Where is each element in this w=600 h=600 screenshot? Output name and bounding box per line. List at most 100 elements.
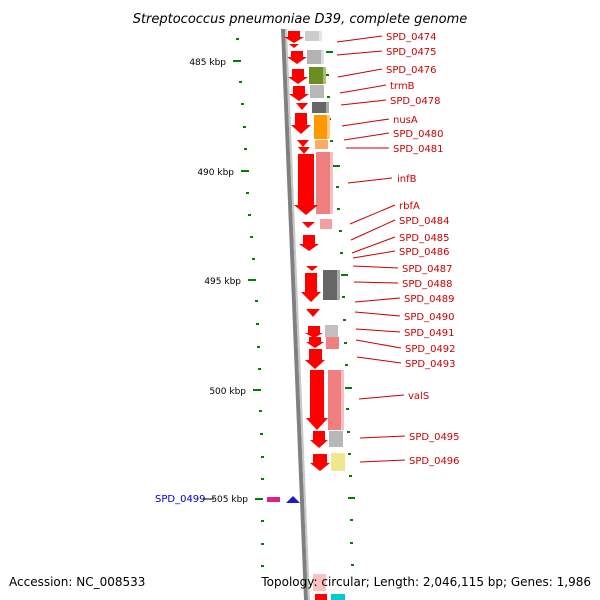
gene-label[interactable]: rbfA (399, 201, 420, 212)
gene-arrows (284, 31, 330, 471)
gene-label[interactable]: valS (408, 391, 429, 402)
feature-box (326, 337, 339, 349)
gene-label[interactable]: SPD_0481 (393, 144, 444, 155)
gene-arrow (294, 154, 318, 215)
gene-arrow (306, 337, 324, 348)
gene-label[interactable]: infB (397, 174, 417, 185)
leader-line (341, 118, 390, 127)
gene-label[interactable]: SPD_0484 (399, 216, 450, 227)
gene-label[interactable]: trmB (390, 81, 415, 92)
gene-arrow (301, 273, 321, 302)
feature-box (305, 31, 319, 41)
scale-tick (233, 60, 241, 62)
gene-arrow (305, 349, 325, 369)
gene-arrow (302, 222, 315, 228)
scale-tick-label: 485 kbp (189, 58, 226, 68)
scale-tick-label: 500 kbp (209, 387, 246, 397)
genome-backbone (281, 29, 308, 600)
scale-tick-label: 490 kbp (197, 168, 234, 178)
minor-ticks-left (236, 38, 264, 567)
leader-line (352, 265, 399, 269)
feature-box (326, 102, 329, 113)
leader-line (350, 219, 396, 241)
gene-label[interactable]: SPD_0478 (390, 96, 441, 107)
feature-box (321, 50, 324, 64)
leader-line (352, 250, 396, 259)
gene-label[interactable]: SPD_0489 (404, 294, 455, 305)
gene-arrow (289, 44, 299, 48)
gene-arrow (306, 266, 318, 271)
feature-box (331, 594, 345, 600)
gene-labels: SPD_0474 SPD_0475 SPD_0476 trmB SPD_0478… (386, 32, 460, 467)
feature-box (310, 85, 324, 98)
gene-label[interactable]: SPD_0488 (402, 279, 453, 290)
feature-box (330, 152, 333, 214)
gene-arrow (288, 69, 308, 84)
feature-box (316, 152, 330, 214)
leader-line (359, 459, 406, 463)
leader-line (336, 35, 383, 43)
leader-line (351, 236, 396, 254)
gene-label[interactable]: SPD_0487 (402, 264, 453, 275)
feature-box (328, 370, 341, 430)
leader-line (337, 68, 383, 78)
gene-arrow (287, 51, 307, 64)
feature-box (331, 453, 345, 471)
gene-arrow (291, 113, 311, 134)
leader-line (343, 132, 390, 141)
gene-arrow (284, 31, 304, 43)
scale-tick (253, 389, 261, 391)
gene-label[interactable]: SPD_0491 (404, 328, 455, 339)
feature-box (313, 574, 326, 591)
map-title: Streptococcus pneumoniae D39, complete g… (133, 12, 468, 27)
feature-box (309, 67, 323, 84)
leader-line (354, 297, 401, 303)
gene-label[interactable]: SPD_0485 (399, 233, 450, 244)
leader-line (355, 328, 401, 333)
gene-arrow (310, 454, 330, 471)
feature-boxes (305, 31, 345, 600)
feature-box (319, 31, 322, 41)
gene-arrow (289, 86, 309, 101)
gene-label[interactable]: SPD_0495 (409, 432, 460, 443)
feature-box (315, 594, 327, 600)
highlighted-gene-label[interactable]: SPD_0499 (155, 494, 206, 505)
highlighted-gene-marker (267, 497, 280, 502)
minor-ticks-right (326, 51, 355, 566)
feature-box (312, 102, 326, 113)
feature-box (329, 431, 343, 447)
gene-label[interactable]: SPD_0493 (405, 359, 456, 370)
gene-label[interactable]: SPD_0486 (399, 247, 450, 258)
gene-label[interactable]: SPD_0480 (393, 129, 444, 140)
gene-label[interactable]: SPD_0490 (404, 312, 455, 323)
leader-line (347, 177, 393, 184)
leader-line (356, 356, 402, 364)
scale-tick (255, 498, 263, 500)
leader-line (353, 281, 399, 284)
gene-label[interactable]: SPD_0475 (386, 47, 437, 58)
feature-box (337, 270, 340, 300)
gene-label[interactable]: SPD_0492 (405, 344, 456, 355)
scale-tick-label: 505 kbp (211, 495, 248, 505)
scale-tick (241, 170, 249, 172)
gene-label[interactable]: SPD_0496 (409, 456, 460, 467)
feature-box (307, 50, 321, 64)
gene-arrow (296, 103, 308, 110)
feature-box (325, 325, 338, 337)
leader-line (359, 435, 406, 439)
scale-tick-label: 495 kbp (204, 277, 241, 287)
feature-box (314, 115, 327, 139)
feature-box (323, 67, 326, 84)
highlighted-gene-triangle (286, 496, 300, 503)
gene-arrow (298, 147, 310, 154)
feature-box (323, 270, 337, 300)
gene-label[interactable]: SPD_0476 (386, 65, 437, 76)
gene-arrow (305, 326, 323, 338)
leader-line (354, 311, 401, 317)
gene-arrow (297, 140, 309, 147)
gene-label[interactable]: nusA (393, 115, 418, 126)
label-leader-lines (336, 35, 406, 463)
scale-tick (248, 279, 256, 281)
gene-label[interactable]: SPD_0474 (386, 32, 437, 43)
